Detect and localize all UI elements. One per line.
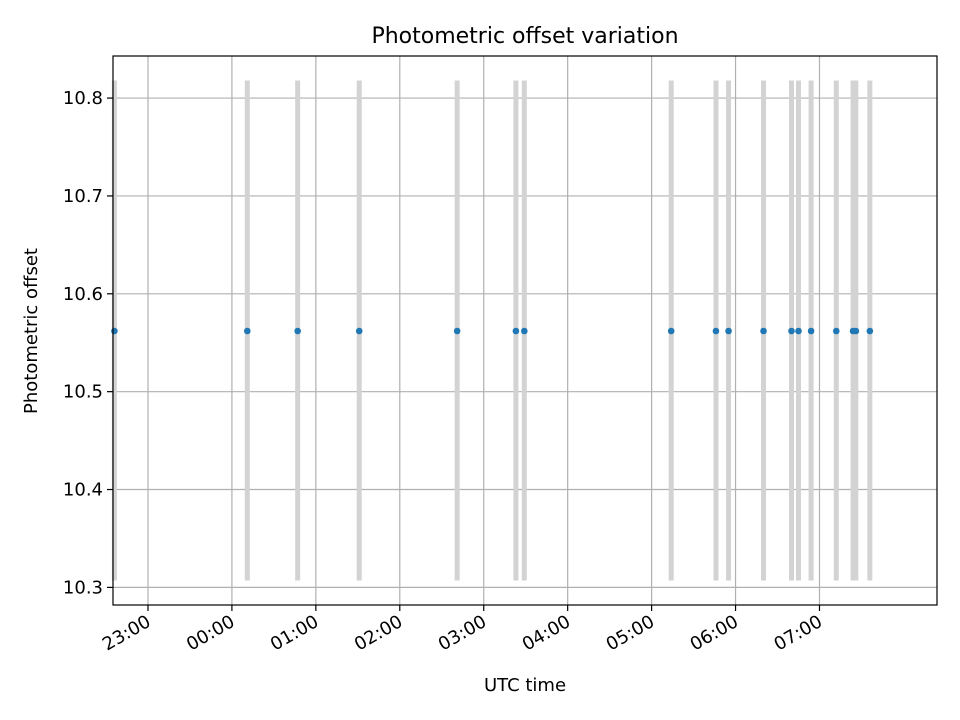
y-tick-label: 10.8 (63, 88, 103, 109)
data-point (852, 327, 860, 335)
data-point (760, 327, 767, 335)
data-point (795, 327, 802, 335)
data-point (712, 327, 720, 335)
data-point (832, 327, 840, 335)
data-point (355, 327, 363, 335)
y-tick-label: 10.6 (63, 284, 103, 305)
data-point (788, 327, 795, 335)
y-tick-label: 10.4 (63, 480, 103, 501)
data-point (521, 327, 528, 335)
data-point (866, 327, 874, 335)
data-point (512, 327, 520, 335)
data-point (294, 327, 301, 335)
chart-title: Photometric offset variation (371, 24, 678, 49)
y-tick-label: 10.7 (63, 186, 103, 207)
y-axis-ticks: 10.3 10.4 10.5 10.6 10.7 10.8 (63, 88, 113, 598)
y-tick-label: 10.5 (63, 382, 103, 403)
data-point (111, 327, 118, 335)
data-point (453, 327, 461, 335)
data-point (667, 327, 675, 335)
data-point (807, 327, 815, 335)
data-point (725, 327, 732, 335)
plot-frame (112, 55, 938, 606)
y-axis-label: Photometric offset (21, 248, 42, 414)
data-point (244, 327, 251, 335)
x-axis-label: UTC time (484, 675, 566, 696)
data-points (111, 327, 874, 335)
y-tick-label: 10.3 (63, 577, 103, 598)
